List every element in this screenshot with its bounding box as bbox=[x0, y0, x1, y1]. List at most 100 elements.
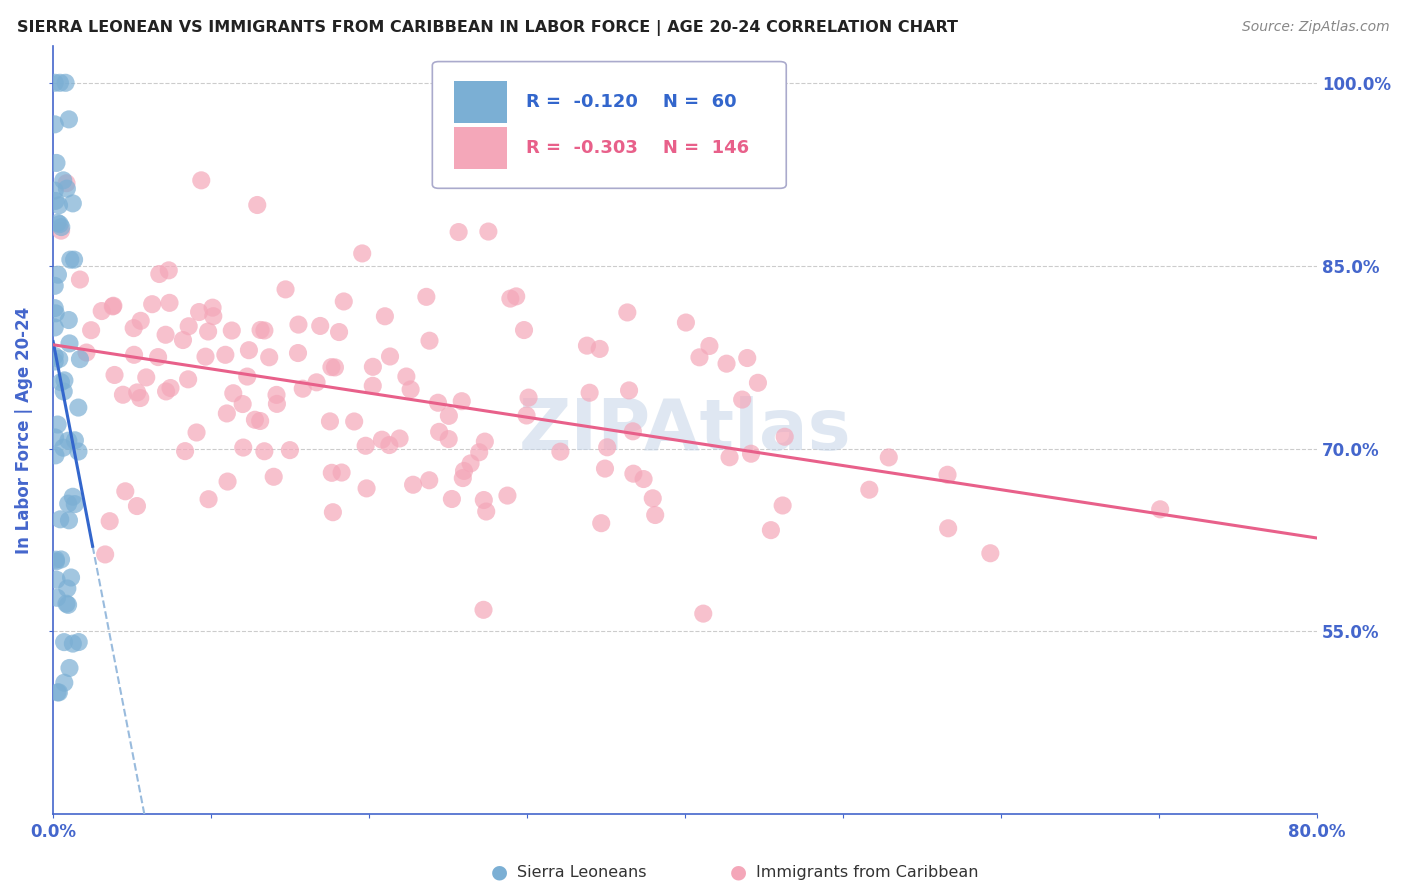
Point bbox=[58, 434, 80, 448]
Point bbox=[114, 484, 136, 499]
Point bbox=[55, 76, 77, 90]
Point bbox=[157, 263, 180, 277]
Point bbox=[46, 216, 69, 230]
Point bbox=[62, 490, 84, 504]
Point bbox=[202, 309, 225, 323]
Point bbox=[69, 272, 91, 286]
Point bbox=[330, 466, 353, 480]
Point bbox=[238, 343, 260, 358]
Point bbox=[427, 396, 450, 410]
Point bbox=[52, 384, 75, 399]
Y-axis label: In Labor Force | Age 20-24: In Labor Force | Age 20-24 bbox=[15, 307, 32, 554]
Point bbox=[371, 433, 394, 447]
Point bbox=[174, 444, 197, 458]
Point bbox=[936, 521, 959, 535]
Point bbox=[58, 336, 80, 351]
Point bbox=[266, 388, 288, 402]
Point bbox=[217, 475, 239, 489]
Point bbox=[67, 635, 90, 649]
Point bbox=[688, 351, 710, 365]
Point bbox=[63, 497, 86, 511]
Point bbox=[979, 546, 1001, 560]
Point bbox=[266, 397, 288, 411]
Point bbox=[291, 382, 314, 396]
Point bbox=[90, 304, 112, 318]
Point bbox=[177, 319, 200, 334]
Point bbox=[437, 432, 460, 446]
Point bbox=[194, 350, 217, 364]
Point bbox=[58, 661, 80, 675]
Point bbox=[80, 323, 103, 337]
Point bbox=[56, 582, 79, 596]
Point bbox=[263, 470, 285, 484]
Point bbox=[243, 413, 266, 427]
Point bbox=[98, 514, 121, 528]
Point bbox=[617, 384, 640, 398]
Point bbox=[322, 505, 344, 519]
Point bbox=[46, 685, 69, 699]
Point bbox=[246, 198, 269, 212]
Point bbox=[621, 425, 644, 439]
Point bbox=[45, 552, 67, 566]
Text: R =  -0.303    N =  146: R = -0.303 N = 146 bbox=[526, 139, 749, 157]
Text: R =  -0.120    N =  60: R = -0.120 N = 60 bbox=[526, 94, 737, 112]
Point bbox=[53, 373, 76, 387]
Point bbox=[232, 441, 254, 455]
Point bbox=[190, 173, 212, 187]
Point bbox=[58, 112, 80, 127]
Point bbox=[49, 375, 72, 389]
Point bbox=[155, 384, 177, 399]
Point bbox=[51, 220, 73, 235]
Point bbox=[418, 473, 440, 487]
Point bbox=[53, 635, 76, 649]
Point bbox=[232, 397, 254, 411]
Point bbox=[453, 464, 475, 478]
Point bbox=[103, 299, 125, 313]
Text: Sierra Leoneans: Sierra Leoneans bbox=[517, 865, 647, 880]
Point bbox=[278, 443, 301, 458]
Point bbox=[499, 292, 522, 306]
Point bbox=[451, 471, 474, 485]
Point bbox=[63, 252, 86, 267]
Point bbox=[159, 381, 181, 395]
Point bbox=[58, 513, 80, 527]
Point bbox=[44, 301, 66, 315]
Bar bbox=[454, 128, 508, 169]
Point bbox=[45, 554, 67, 568]
Point bbox=[253, 323, 276, 337]
Point bbox=[56, 598, 79, 612]
Point bbox=[214, 348, 236, 362]
Point bbox=[593, 461, 616, 475]
Point bbox=[475, 504, 498, 518]
Point bbox=[740, 447, 762, 461]
Point bbox=[472, 493, 495, 508]
Point bbox=[747, 376, 769, 390]
Point bbox=[103, 368, 125, 382]
Text: Source: ZipAtlas.com: Source: ZipAtlas.com bbox=[1241, 20, 1389, 34]
Point bbox=[45, 573, 67, 587]
Point bbox=[44, 184, 66, 198]
Point bbox=[323, 360, 346, 375]
Point bbox=[772, 499, 794, 513]
Point bbox=[361, 379, 384, 393]
Point bbox=[62, 196, 84, 211]
Point bbox=[447, 225, 470, 239]
Point bbox=[46, 268, 69, 282]
Point bbox=[53, 675, 76, 690]
Point bbox=[274, 282, 297, 296]
Point bbox=[48, 217, 70, 231]
Point bbox=[633, 472, 655, 486]
Point bbox=[62, 637, 84, 651]
Point bbox=[936, 467, 959, 482]
Point bbox=[44, 430, 66, 444]
Point bbox=[644, 508, 666, 522]
Text: ●: ● bbox=[730, 863, 747, 882]
Point bbox=[472, 603, 495, 617]
Point bbox=[319, 414, 342, 428]
Point bbox=[46, 417, 69, 432]
Point bbox=[188, 305, 211, 319]
Point bbox=[731, 392, 754, 407]
Point bbox=[516, 409, 538, 423]
Text: SIERRA LEONEAN VS IMMIGRANTS FROM CARIBBEAN IN LABOR FORCE | AGE 20-24 CORRELATI: SIERRA LEONEAN VS IMMIGRANTS FROM CARIBB… bbox=[17, 20, 957, 36]
Point bbox=[427, 425, 450, 439]
